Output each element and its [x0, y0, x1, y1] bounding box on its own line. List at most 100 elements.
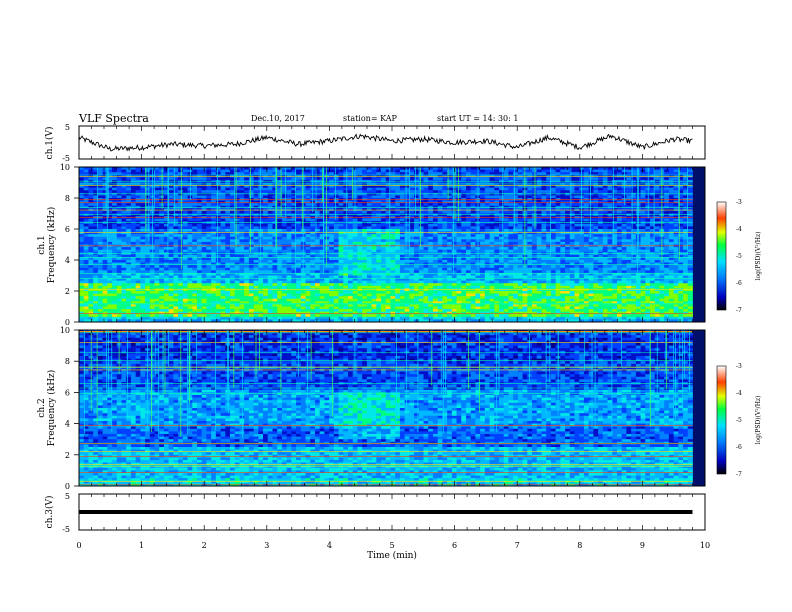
spectrogram-cell [182, 200, 188, 204]
spectrogram-cell [352, 218, 358, 222]
spectrogram-cell [352, 226, 358, 230]
spectrogram-cell [83, 169, 89, 173]
spectrogram-cell [645, 236, 651, 240]
spectrogram-cell [107, 203, 113, 207]
spectrogram-cell [244, 192, 250, 196]
spectrogram-cell [201, 231, 207, 235]
spectrogram-cell [616, 239, 623, 243]
spectrogram-cell [664, 247, 670, 251]
spectrogram-cell [272, 200, 278, 204]
spectrogram-cell [484, 185, 490, 189]
spectrogram-cell [664, 187, 670, 191]
spectrogram-cell [338, 195, 344, 199]
spectrogram-cell [333, 200, 339, 204]
spectrogram-cell [182, 252, 188, 256]
spectrogram-cell [225, 210, 231, 214]
spectrogram-cell [79, 254, 85, 258]
spectrogram-cell [244, 185, 250, 189]
spectrogram-cell [532, 187, 538, 191]
spectrogram-cell [560, 185, 566, 189]
spectrogram-cell [239, 190, 245, 194]
spectrogram-cell [305, 210, 311, 214]
spectrogram-cell [83, 226, 89, 230]
spectrogram-cell [371, 252, 377, 256]
spectrogram-cell [381, 169, 387, 173]
spectrogram-cell [484, 218, 490, 222]
spectrogram-cell [343, 249, 349, 253]
spectrogram-cell [385, 247, 391, 251]
spectrogram-cell [626, 262, 632, 266]
spectrogram-cell [178, 239, 184, 243]
spectrogram-cell [423, 229, 429, 232]
spectrogram-cell [362, 252, 368, 256]
spectrogram-cell [395, 195, 401, 199]
spectrogram-cell [385, 218, 391, 222]
spectrogram-cell [588, 229, 594, 232]
spectrogram-cell [626, 167, 632, 170]
spectrogram-cell [503, 229, 509, 232]
spectrogram-cell [442, 231, 448, 235]
spectrogram-cell [201, 185, 207, 189]
spectrogram-cell [182, 226, 188, 230]
spectrogram-cell [598, 226, 604, 230]
spectrogram-cell [267, 231, 273, 235]
spectrogram-cell [333, 210, 339, 214]
spectrogram-cell [211, 223, 217, 227]
spectrogram-cell [362, 200, 368, 204]
spectrogram-cell [239, 239, 245, 243]
spectrogram-cell [343, 257, 349, 261]
spectrogram-cell [154, 172, 160, 176]
spectrogram-cell [244, 187, 250, 191]
spectrogram-cell [588, 234, 594, 238]
spectrogram-cell [333, 195, 339, 199]
spectrogram-cell [381, 187, 387, 191]
spectrogram-cell [645, 187, 651, 191]
spectrogram-cell [494, 236, 500, 240]
spectrogram-cell [178, 257, 184, 261]
spectrogram-cell [673, 236, 679, 240]
spectrogram-cell [362, 231, 368, 235]
spectrogram-cell [343, 172, 349, 176]
spectrogram-cell [428, 262, 434, 266]
spectrogram-cell [192, 249, 198, 253]
ch1-waveform-panel: 5 -5 ch.1(V) [44, 123, 706, 163]
spectrogram-cell [381, 200, 387, 204]
spectrogram-cell [201, 229, 207, 232]
spectrogram-cell [621, 236, 627, 240]
spectrogram-cell [319, 223, 325, 227]
spectrogram-cell [451, 252, 457, 256]
spectrogram-cell [121, 223, 127, 227]
spectrogram-cell [93, 252, 99, 256]
spectrogram-cell [121, 229, 127, 232]
spectrogram-cell [607, 169, 613, 173]
spectrogram-cell [399, 200, 406, 204]
spectrogram-cell [664, 192, 670, 196]
spectrogram-cell [602, 229, 608, 232]
spectrogram-cell [579, 239, 585, 243]
spectrogram-cell [499, 190, 505, 194]
spectrogram-cell [517, 254, 523, 258]
spectrogram-cell [79, 167, 85, 170]
spectrogram-cell [508, 192, 514, 196]
spectrogram-cell [683, 252, 689, 256]
spectrogram-cell [461, 239, 467, 243]
spectrogram-cell [565, 185, 571, 189]
spectrogram-cell [225, 236, 231, 240]
spectrogram-cell [687, 205, 693, 209]
spectrogram-cell [423, 218, 429, 222]
spectrogram-cell [626, 239, 632, 243]
spectrogram-cell [310, 260, 316, 263]
spectrogram-cell [178, 249, 184, 253]
spectrogram-cell [499, 236, 505, 240]
spectrogram-cell [102, 177, 108, 181]
spectrogram-cell [225, 265, 231, 269]
spectrogram-cell [83, 200, 89, 204]
spectrogram-cell [470, 195, 476, 199]
spectrogram-cell [83, 190, 89, 194]
spectrogram-cell [673, 241, 679, 245]
spectrogram-cell [130, 172, 137, 176]
spectrogram-cell [258, 200, 264, 204]
spectrogram-cell [168, 226, 174, 230]
spectrogram-cell [225, 200, 231, 204]
spectrogram-cell [347, 190, 354, 194]
